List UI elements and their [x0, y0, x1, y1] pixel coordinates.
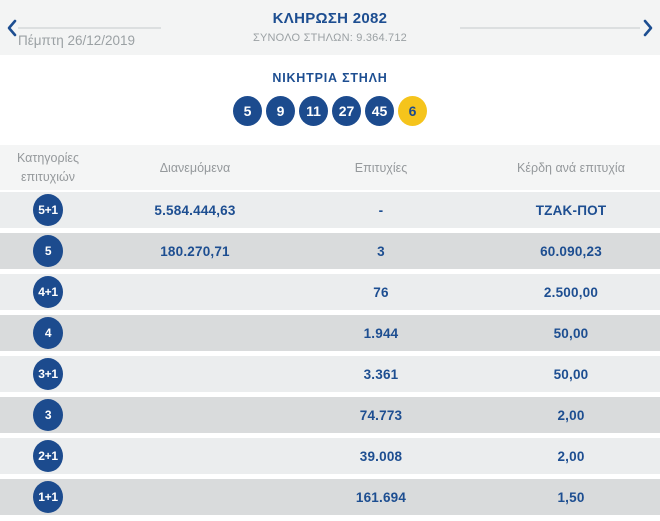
winning-column-title: ΝΙΚΗΤΡΙΑ ΣΤΗΛΗ [272, 71, 388, 85]
column-header-distributed: Διανεμόμενα [159, 160, 231, 175]
prize-value: 2,00 [557, 448, 585, 464]
draw-date: Πέμπτη 26/12/2019 [18, 33, 136, 48]
prize-value: 2.500,00 [543, 284, 599, 300]
table-row: 4 1.944 50,00 [0, 315, 660, 351]
category-badge: 3 [33, 399, 63, 431]
category-badge: 3+1 [33, 358, 63, 390]
winners-value: 1.944 [363, 325, 399, 341]
category-badge: 5+1 [33, 194, 63, 226]
winning-numbers: 5 9 11 27 45 6 [233, 96, 427, 126]
table-row: 4+1 76 2.500,00 [0, 274, 660, 310]
winning-column-section: ΝΙΚΗΤΡΙΑ ΣΤΗΛΗ 5 9 11 27 45 6 [0, 55, 660, 145]
category-badge: 4+1 [33, 276, 63, 308]
winners-value: 3 [377, 243, 385, 259]
header-divider-left [18, 27, 161, 29]
winners-value: 39.008 [359, 448, 403, 464]
distributed-value: 180.270,71 [160, 243, 230, 259]
winning-number-ball: 11 [299, 96, 328, 126]
results-table-body: 5+1 5.584.444,63 - ΤΖΑΚ-ΠΟΤ 5 180.270,71… [0, 192, 660, 515]
chevron-right-icon [642, 19, 654, 40]
winning-number-ball: 6 [398, 96, 427, 126]
distributed-value: 5.584.444,63 [154, 202, 236, 218]
winners-value: 76 [373, 284, 389, 300]
column-header-prize: Κέρδη ανά επιτυχία [517, 160, 625, 175]
winners-value: 74.773 [359, 407, 403, 423]
table-row: 5 180.270,71 3 60.090,23 [0, 233, 660, 269]
winners-value: 3.361 [363, 366, 399, 382]
table-row: 2+1 39.008 2,00 [0, 438, 660, 474]
next-draw-button[interactable] [639, 18, 657, 40]
prize-value: ΤΖΑΚ-ΠΟΤ [535, 202, 607, 218]
winners-value: 161.694 [355, 489, 407, 505]
table-row: 3+1 3.361 50,00 [0, 356, 660, 392]
chevron-left-icon [6, 19, 18, 40]
winning-number-ball: 5 [233, 96, 262, 126]
column-header-categories: Κατηγορίες επιτυχιών [17, 151, 79, 184]
results-table: Κατηγορίες επιτυχιών Διανεμόμενα Επιτυχί… [0, 145, 660, 515]
column-header-winners: Επιτυχίες [354, 160, 408, 175]
table-row: 5+1 5.584.444,63 - ΤΖΑΚ-ΠΟΤ [0, 192, 660, 228]
prize-value: 2,00 [557, 407, 585, 423]
prize-value: 50,00 [553, 366, 589, 382]
draw-nav-header: Πέμπτη 26/12/2019 ΚΛΗΡΩΣΗ 2082 ΣΥΝΟΛΟ ΣΤ… [0, 0, 660, 55]
table-row: 3 74.773 2,00 [0, 397, 660, 433]
category-badge: 2+1 [33, 440, 63, 472]
winners-value: - [378, 202, 384, 218]
table-row: 1+1 161.694 1,50 [0, 479, 660, 515]
winning-number-ball: 9 [266, 96, 295, 126]
total-columns-label: ΣΥΝΟΛΟ ΣΤΗΛΩΝ: 9.364.712 [253, 32, 407, 44]
prize-value: 1,50 [557, 489, 585, 505]
previous-draw-button[interactable] [3, 18, 21, 40]
prize-value: 60.090,23 [540, 243, 602, 259]
results-table-header: Κατηγορίες επιτυχιών Διανεμόμενα Επιτυχί… [0, 145, 660, 190]
category-badge: 1+1 [33, 481, 63, 513]
category-badge: 5 [33, 235, 63, 267]
winning-number-ball: 45 [365, 96, 394, 126]
header-divider-right [460, 27, 640, 29]
draw-title: ΚΛΗΡΩΣΗ 2082 [272, 10, 388, 27]
category-badge: 4 [33, 317, 63, 349]
winning-number-ball: 27 [332, 96, 361, 126]
prize-value: 50,00 [553, 325, 589, 341]
